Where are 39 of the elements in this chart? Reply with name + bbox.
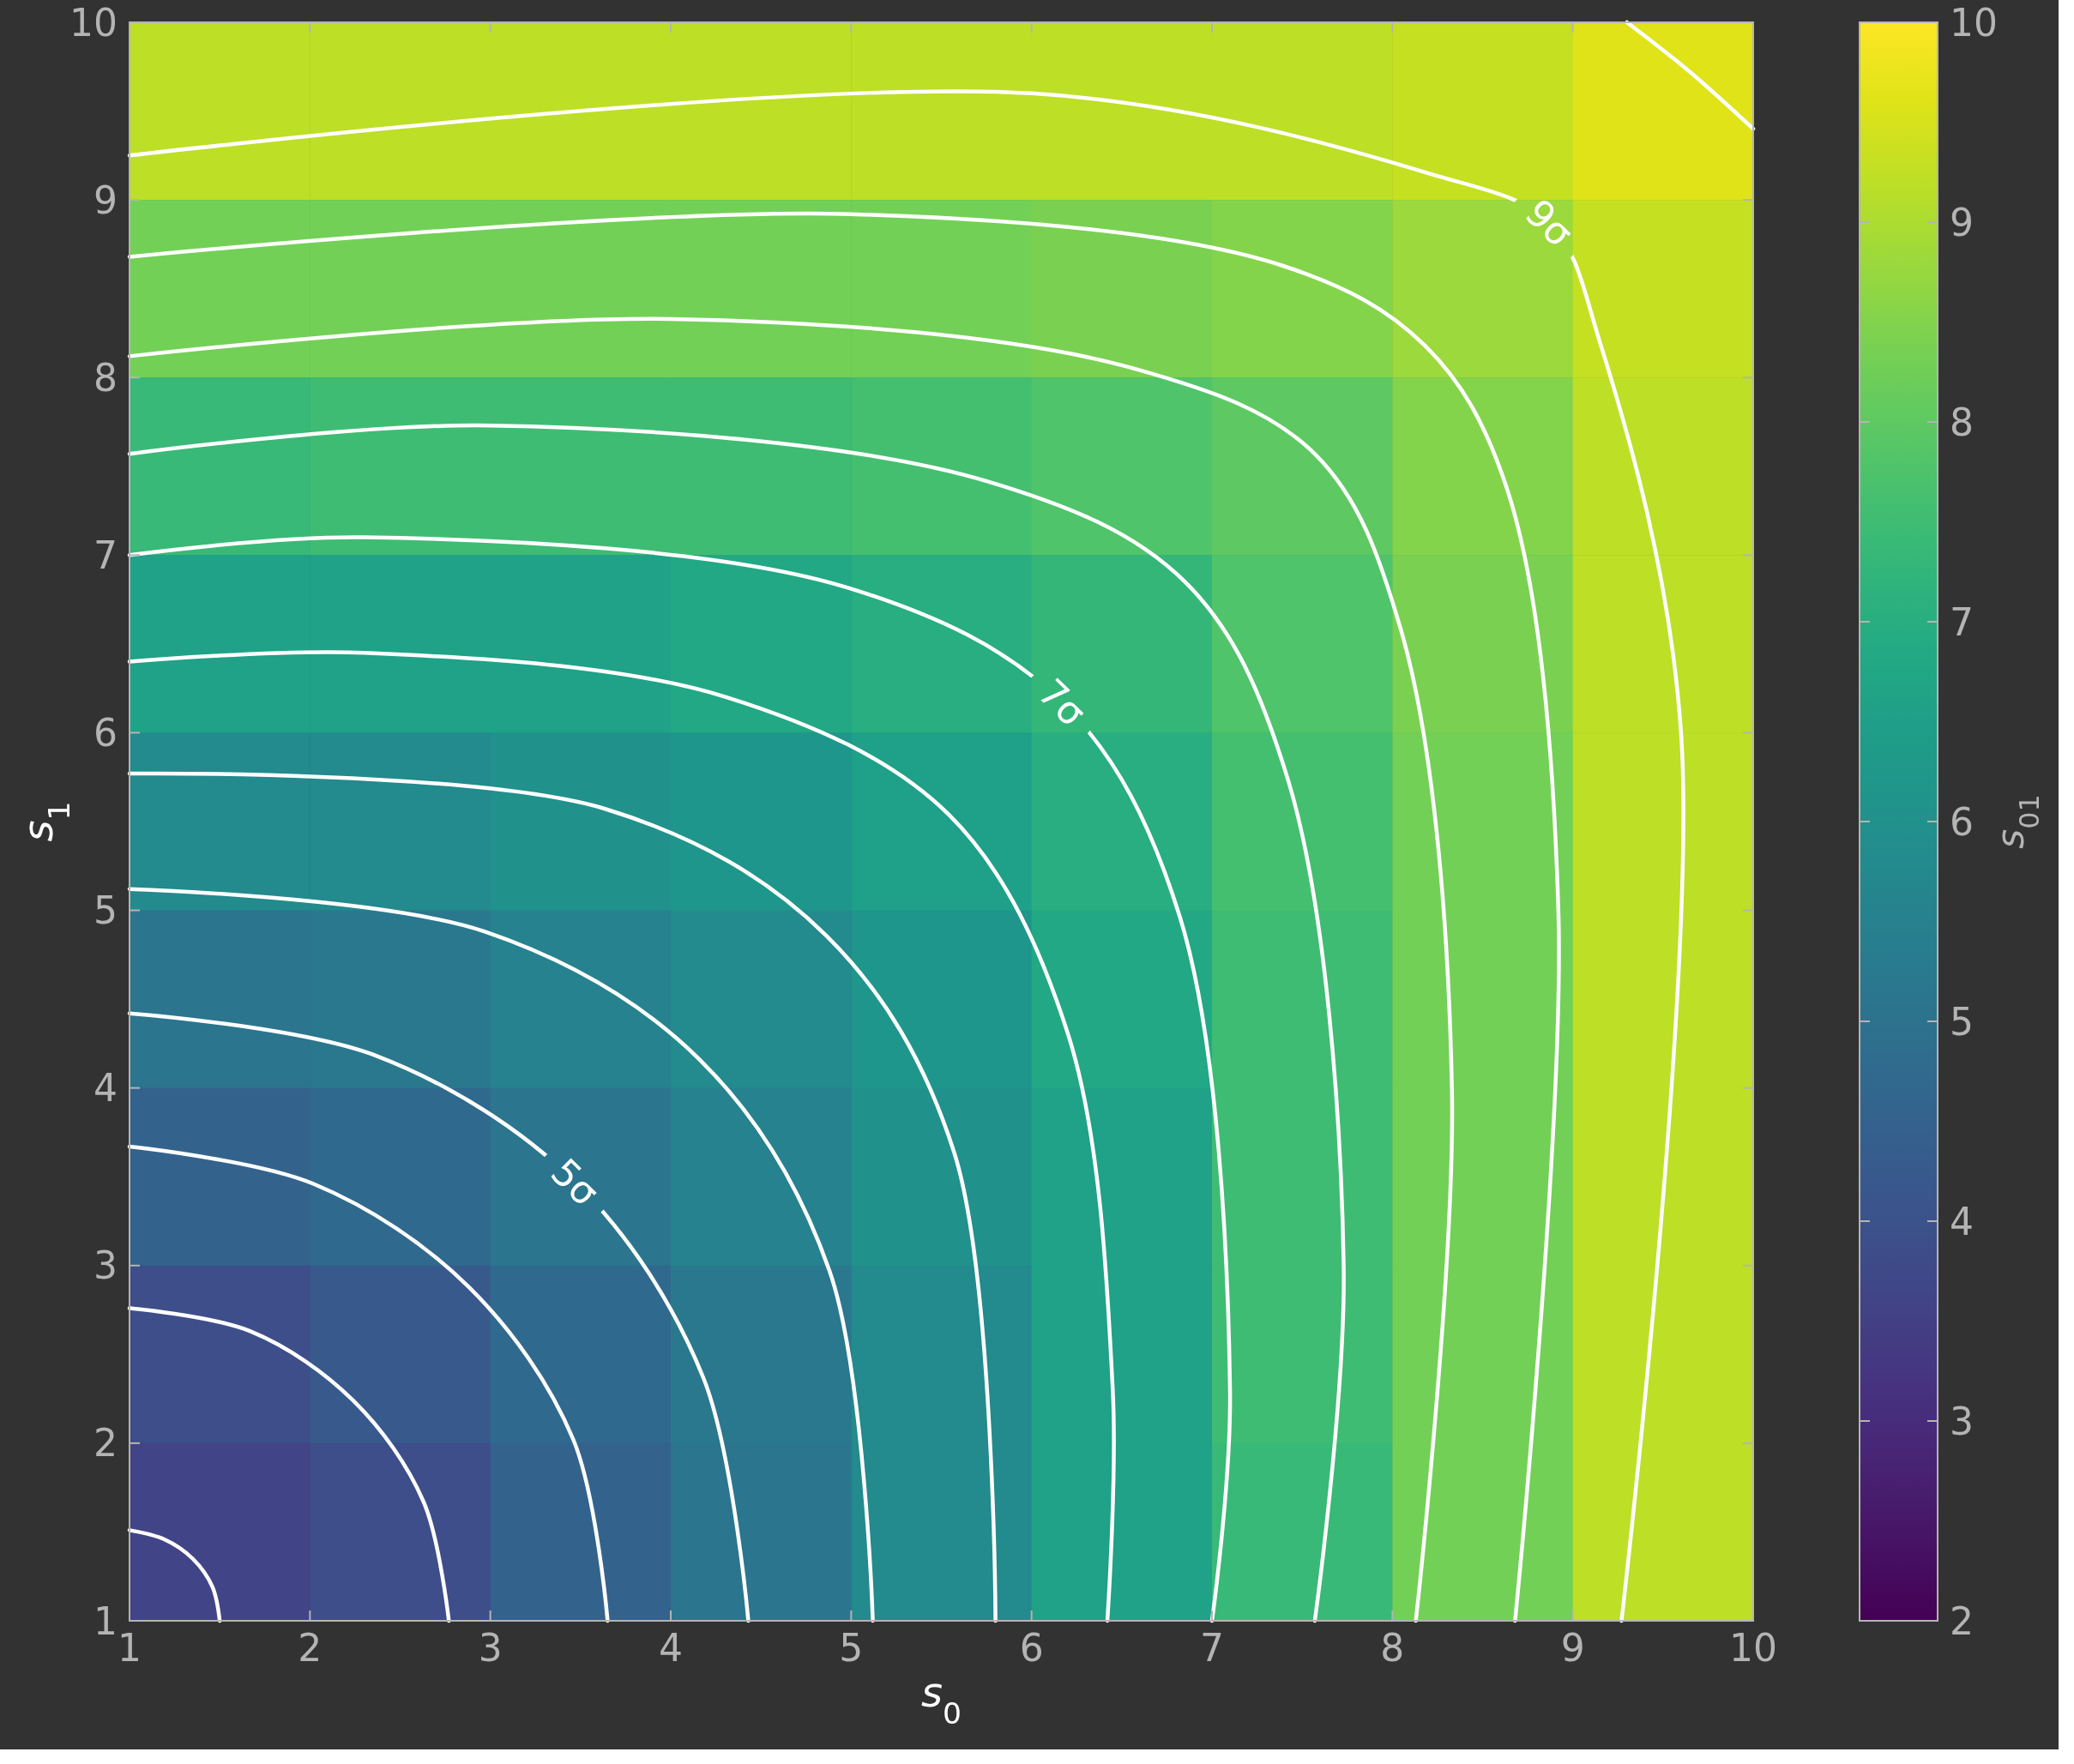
line-series [127, 1306, 451, 1623]
color-bar-label: 10 [1950, 0, 1998, 45]
y-tick-label: 7 [93, 533, 118, 577]
y-tick-label: 6 [93, 710, 118, 755]
color-bar-label: 8 [1950, 400, 1974, 444]
text: 9σ [1516, 190, 1583, 256]
text: 5σ [542, 1149, 608, 1215]
line-series [127, 423, 1346, 1623]
color-bar-label: 3 [1950, 1399, 1974, 1443]
line-series [127, 1144, 610, 1623]
line-series [127, 535, 1233, 1623]
y-tick-label: 3 [93, 1243, 118, 1288]
y-tick-label: 8 [93, 355, 118, 400]
x-tick-label: 8 [1380, 1625, 1405, 1670]
x-tick-label: 4 [659, 1625, 683, 1670]
x-tick-label: 6 [1019, 1625, 1044, 1670]
y-tick-label: 2 [93, 1421, 118, 1466]
line-series [127, 771, 998, 1623]
color-bar-label: 9 [1950, 200, 1974, 244]
color-bar-label: 6 [1950, 799, 1974, 844]
x-tick-label: 7 [1200, 1625, 1224, 1670]
line-series [127, 1528, 222, 1623]
line-series [127, 650, 1116, 1623]
x-tick-label: 5 [839, 1625, 864, 1670]
text: 7σ [1029, 670, 1095, 736]
x-tick-label: 10 [1729, 1625, 1777, 1670]
y-tick-label: 10 [69, 0, 118, 45]
line-series [127, 887, 875, 1623]
color-bar-label: 5 [1950, 999, 1974, 1044]
y-tick-label: 5 [93, 888, 118, 933]
y-tick-label: 4 [93, 1066, 118, 1111]
x-tick-label: 3 [478, 1625, 503, 1670]
x-axis-title: s$_{0}$ [921, 1668, 962, 1731]
y-tick-label: 9 [93, 178, 118, 222]
line-series [127, 1011, 751, 1623]
color-bar-label: 4 [1950, 1199, 1974, 1243]
x-tick-label: 2 [298, 1625, 323, 1670]
x-tick-label: 9 [1560, 1625, 1585, 1670]
color-bar-label: 7 [1950, 599, 1974, 644]
